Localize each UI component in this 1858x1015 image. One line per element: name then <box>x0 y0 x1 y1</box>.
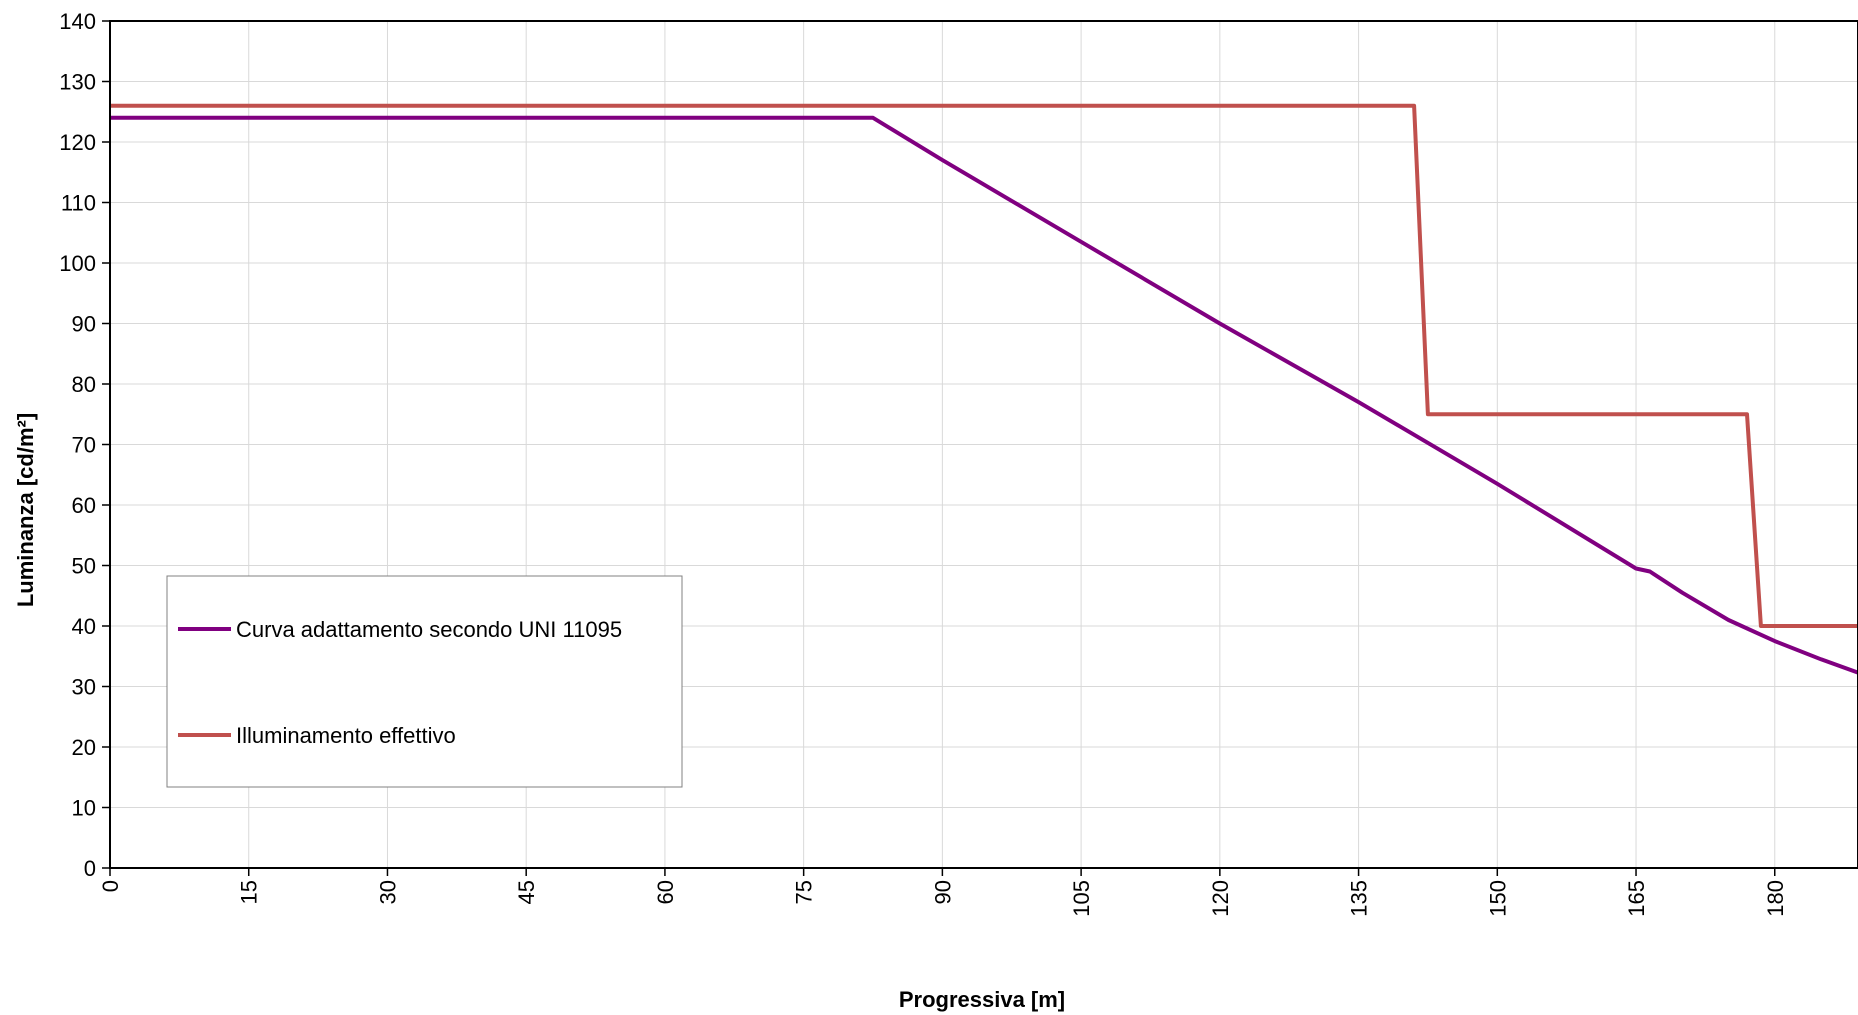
y-tick-label: 70 <box>72 433 96 458</box>
y-tick-label: 40 <box>72 614 96 639</box>
x-tick-label: 75 <box>792 880 817 904</box>
legend-label-series-1: Curva adattamento secondo UNI 11095 <box>236 617 622 642</box>
y-tick-label: 110 <box>61 191 96 216</box>
y-tick-label: 130 <box>59 70 96 95</box>
x-tick-label: 120 <box>1208 880 1233 917</box>
x-tick-label: 150 <box>1485 880 1510 917</box>
y-tick-label: 30 <box>72 675 96 700</box>
x-tick-label: 30 <box>375 880 400 904</box>
y-axis-title: Luminanza [cd/m²] <box>13 413 38 607</box>
series-line-1 <box>110 115 1858 675</box>
legend-label-series-2: Illuminamento effettivo <box>236 723 456 748</box>
x-tick-label: 180 <box>1763 880 1788 917</box>
x-tick-label: 165 <box>1624 880 1649 917</box>
x-tick-label: 60 <box>653 880 678 904</box>
y-tick-label: 90 <box>72 312 96 337</box>
x-tick-label: 15 <box>237 880 262 904</box>
y-tick-label: 100 <box>59 251 96 276</box>
y-axis-ticks: 0 10 20 30 40 50 60 70 80 90 100 110 120 130 140 <box>59 9 110 881</box>
x-tick-label: 0 <box>98 880 123 892</box>
y-tick-label: 10 <box>72 796 96 821</box>
gridlines <box>109 20 1858 869</box>
y-tick-label: 120 <box>59 130 96 155</box>
series-lines <box>110 103 1858 675</box>
x-axis-ticks: 0 15 30 45 60 75 90 105 120 135 150 165 180 <box>98 868 1788 917</box>
legend-box <box>166 575 683 788</box>
y-tick-label: 80 <box>72 372 96 397</box>
y-tick-label: 60 <box>72 493 96 518</box>
y-tick-label: 140 <box>59 9 96 34</box>
y-tick-label: 50 <box>72 554 96 579</box>
x-tick-label: 105 <box>1069 880 1094 917</box>
x-tick-label: 135 <box>1347 880 1372 917</box>
y-tick-label: 20 <box>72 735 96 760</box>
series-line-2 <box>110 103 1858 628</box>
y-tick-label: 0 <box>84 856 96 881</box>
x-tick-label: 90 <box>930 880 955 904</box>
x-axis-title: Progressiva [m] <box>899 987 1065 1012</box>
x-tick-label: 45 <box>514 880 539 904</box>
legend: Curva adattamento secondo UNI 11095 Illu… <box>166 575 683 788</box>
